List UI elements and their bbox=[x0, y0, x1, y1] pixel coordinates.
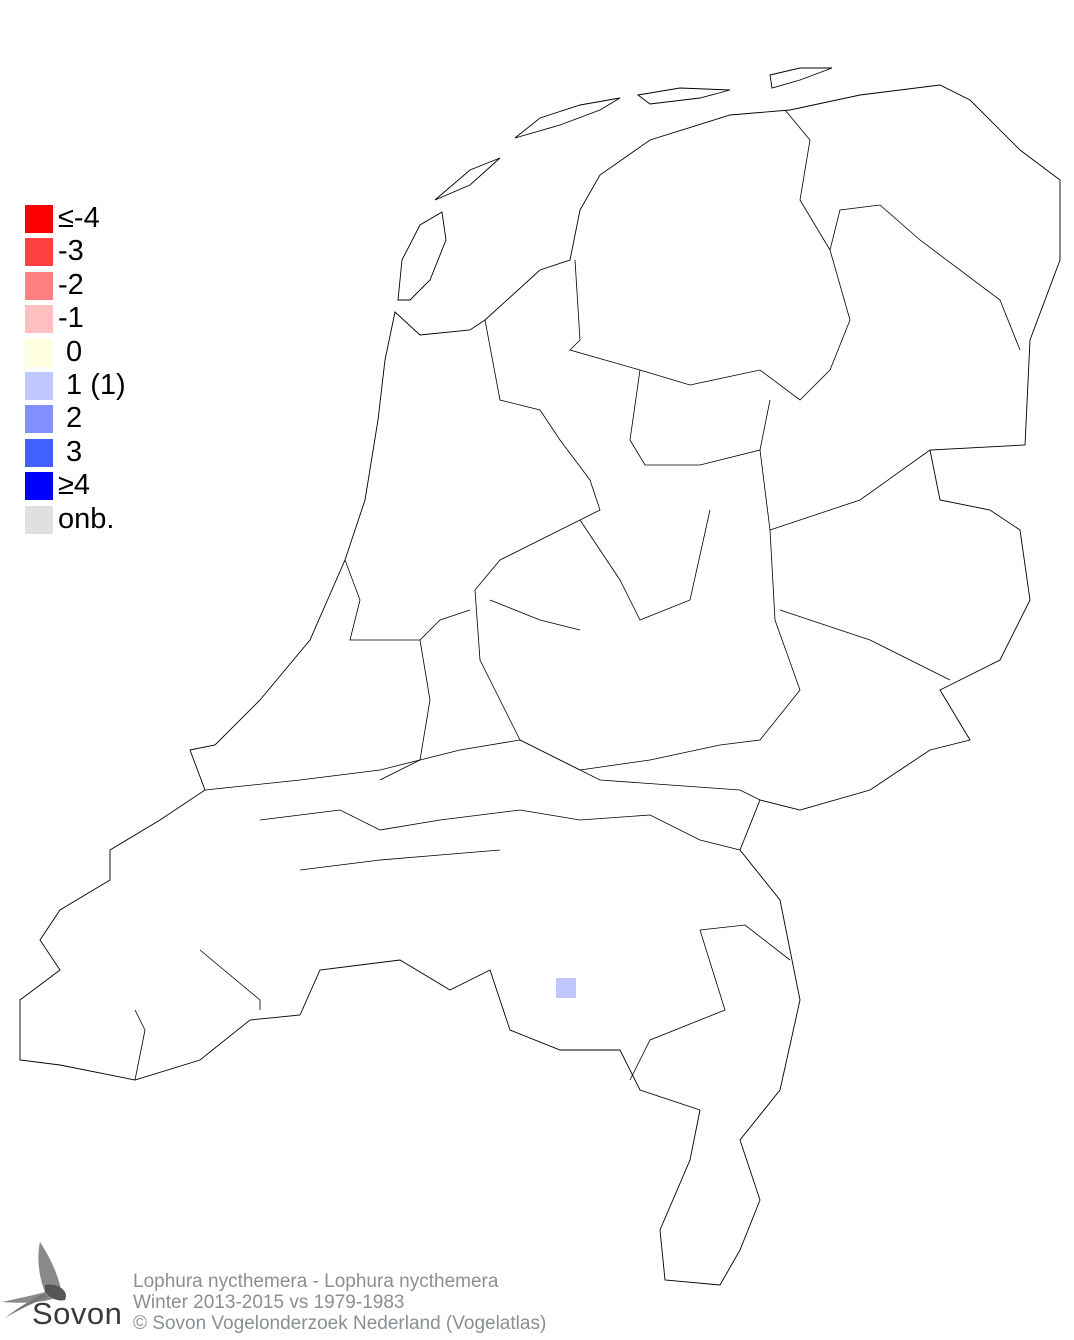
legend-swatch bbox=[25, 305, 53, 334]
map-caption: Lophura nycthemera - Lophura nycthemera … bbox=[133, 1271, 546, 1334]
legend-swatch bbox=[25, 438, 53, 467]
legend-swatch bbox=[25, 371, 53, 400]
swallow-logo-icon bbox=[2, 1242, 66, 1318]
mainland-outline bbox=[19, 84, 1061, 1286]
legend-swatch bbox=[25, 405, 53, 434]
island-ameland bbox=[636, 87, 731, 105]
island-vlieland bbox=[434, 157, 501, 201]
species-name: Lophura nycthemera - Lophura nycthemera bbox=[133, 1271, 499, 1292]
legend-label: ≤-4 bbox=[58, 202, 100, 234]
map-cell-1 bbox=[556, 978, 576, 998]
legend-label: 0 bbox=[58, 335, 83, 368]
legend-label: -1 bbox=[58, 302, 84, 335]
logo-text: Sovon bbox=[32, 1296, 123, 1331]
legend-label: 3 bbox=[58, 435, 83, 468]
legend-label: ≥4 bbox=[58, 469, 91, 502]
island-schiermonnikoog bbox=[769, 67, 833, 89]
legend-label: 1 (1) bbox=[58, 368, 126, 401]
legend-label: -2 bbox=[58, 268, 84, 301]
legend-swatch bbox=[25, 238, 53, 267]
legend-swatch bbox=[25, 338, 53, 367]
legend-swatch bbox=[25, 271, 53, 300]
legend-swatch bbox=[25, 505, 53, 534]
legend-swatch bbox=[25, 205, 53, 233]
province-borders bbox=[134, 109, 1021, 1081]
legend-label: 2 bbox=[58, 402, 83, 435]
legend-label: onb. bbox=[58, 502, 115, 535]
island-terschelling bbox=[514, 97, 621, 139]
period: Winter 2013-2015 vs 1979-1983 bbox=[133, 1292, 405, 1313]
island-texel bbox=[397, 211, 447, 301]
legend-swatch bbox=[25, 472, 53, 501]
legend-label: -3 bbox=[58, 235, 84, 268]
copyright: © Sovon Vogelonderzoek Nederland (Vogela… bbox=[133, 1313, 547, 1334]
